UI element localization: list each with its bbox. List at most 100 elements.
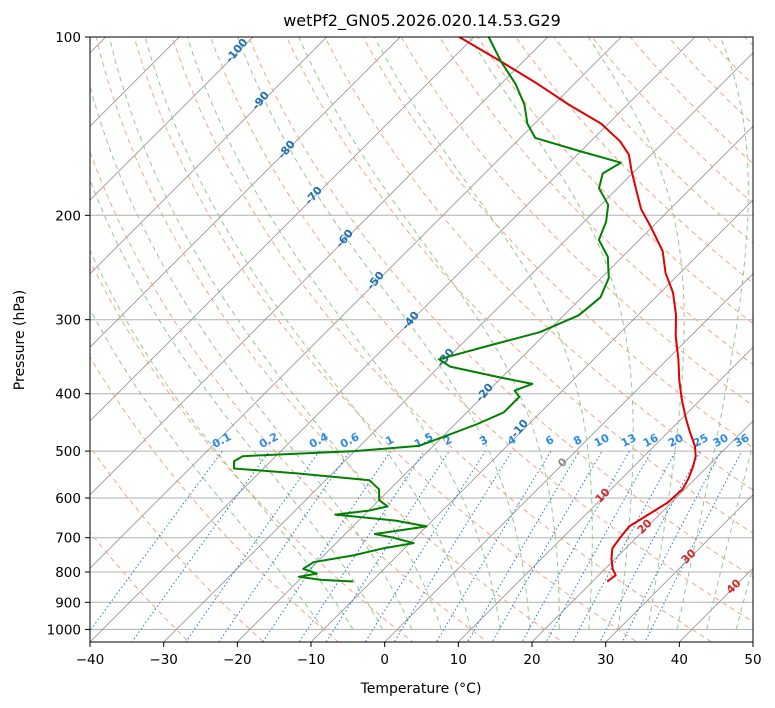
dry-adiabat-line [400,37,753,407]
mixing-ratio-line [521,450,630,642]
isotherm-line [90,37,401,348]
dry-adiabat-label: -90 [249,89,272,113]
mixing-ratio-label: 1 [383,433,396,448]
isotherm-line [90,37,254,201]
mixing-ratio-line [466,450,580,642]
dry-adiabat-line [133,37,638,642]
y-tick-label: 200 [55,208,81,224]
mixing-ratio-label: 3 [477,433,490,448]
plot-frame [89,36,754,643]
mixing-ratio-line [599,450,701,642]
mixing-ratio-label: 36 [732,431,752,450]
temperature-profile-line [458,37,697,583]
dry-adiabat-label: -100 [223,36,251,66]
dry-adiabat-label: -80 [275,138,298,162]
y-tick-label: 1000 [47,622,81,638]
y-tick-label: 500 [55,444,81,460]
axes: −40 −30 −20 −10 0 10 20 30 40 5010020030040050060… [47,30,762,668]
x-tick-label: 30 [597,652,614,668]
moist-adiabat-label: 30 [679,546,699,566]
dry-adiabat-line [171,37,713,642]
mixing-ratio-line [90,450,223,632]
mixing-ratio-label: 0.2 [257,430,280,451]
moist-adiabat-line [587,37,685,630]
y-tick-label: 300 [55,313,81,329]
moist-adiabat-line [706,441,753,630]
isotherm-line [310,199,753,642]
isopleth-labels: -100-90-80-70-60-50-40-30-20-100.1 0.2 0.4… [210,36,752,597]
dry-adiabat-line [438,37,753,366]
moist-adiabat-line [298,37,560,630]
x-tick-label: 50 [744,652,761,668]
moist-adiabat-line [468,37,634,630]
isotherm-line [90,37,180,127]
isotherm-line [90,37,622,569]
y-tick-label: 700 [55,531,81,547]
mixing-ratio-line [298,450,425,642]
dewpoint-profile-line [233,37,622,583]
dry-adiabat-label: -60 [333,227,356,251]
dry-adiabat-line [362,37,753,449]
dry-adiabat-line [757,10,775,665]
moist-adiabat-line [90,178,383,630]
isotherm-line [236,125,753,642]
mixing-ratio-line [621,450,722,642]
y-tick-label: 100 [55,30,81,46]
moist-adiabat-line [90,308,324,630]
isotherm-line [163,52,753,642]
dry-adiabat-label: -20 [473,381,496,405]
dry-adiabat-line [248,37,753,578]
mixing-ratio-label: 25 [691,431,711,450]
y-tick-label: 900 [55,595,81,611]
dry-adiabat-line [477,37,753,325]
moist-adiabat-line [108,37,442,630]
y-tick-label: 400 [55,387,81,403]
mixing-ratio-label: 8 [571,433,584,448]
mixing-ratio-line [185,450,320,642]
dry-adiabat-line [95,37,564,642]
x-tick-label: 10 [450,652,467,668]
moist-adiabat-line [186,37,501,630]
mixing-ratio-line [325,450,450,642]
y-tick-label: 800 [55,565,81,581]
x-tick-label: −40 [76,652,105,668]
isotherm-line [531,420,753,642]
isotherm-line [90,37,475,422]
mixing-ratio-line [131,450,270,642]
dry-adiabat-label: -50 [364,269,387,293]
x-tick-label: 40 [671,652,688,668]
chart-title: wetPf2_GN05.2026.020.14.53.G29 [283,11,561,31]
mixing-ratio-label: 0.1 [210,430,233,451]
x-axis-label: Temperature (°C) [360,681,482,697]
mixing-ratio-line [218,450,351,642]
mixing-ratio-line [572,450,677,642]
mixing-ratio-line [491,450,603,642]
dry-adiabat-line [553,37,753,244]
x-tick-label: 20 [523,652,540,668]
moist-adiabat-line [90,249,354,630]
moist-adiabat-line [237,37,531,630]
sounding-profiles [233,37,697,583]
dry-adiabat-line [591,37,753,204]
isotherm-line [90,37,328,275]
moist-adiabat-label: 0 [555,455,570,470]
isotherm-line [384,273,753,642]
dry-adiabat-line [209,37,753,623]
moist-adiabat-line [735,564,753,630]
mixing-ratio-label: 13 [619,431,639,450]
mixing-ratio-line [393,450,513,642]
isotherm-line [90,37,696,642]
dry-adiabat-line [324,37,753,491]
moist-adiabat-label: 10 [593,485,613,505]
y-axis-label: Pressure (hPa) [12,290,28,390]
dry-adiabat-line [515,37,753,284]
moist-adiabat-line [373,37,593,630]
dry-adiabat-line [744,37,753,47]
mixing-ratio-label: 6 [543,433,556,448]
dry-adiabat-line [90,259,414,642]
isotherm-line [678,567,753,642]
x-tick-label: −20 [223,652,252,668]
mixing-ratio-label: 20 [666,431,686,450]
mixing-ratio-label: 16 [641,431,661,450]
dry-adiabat-line [90,445,265,642]
